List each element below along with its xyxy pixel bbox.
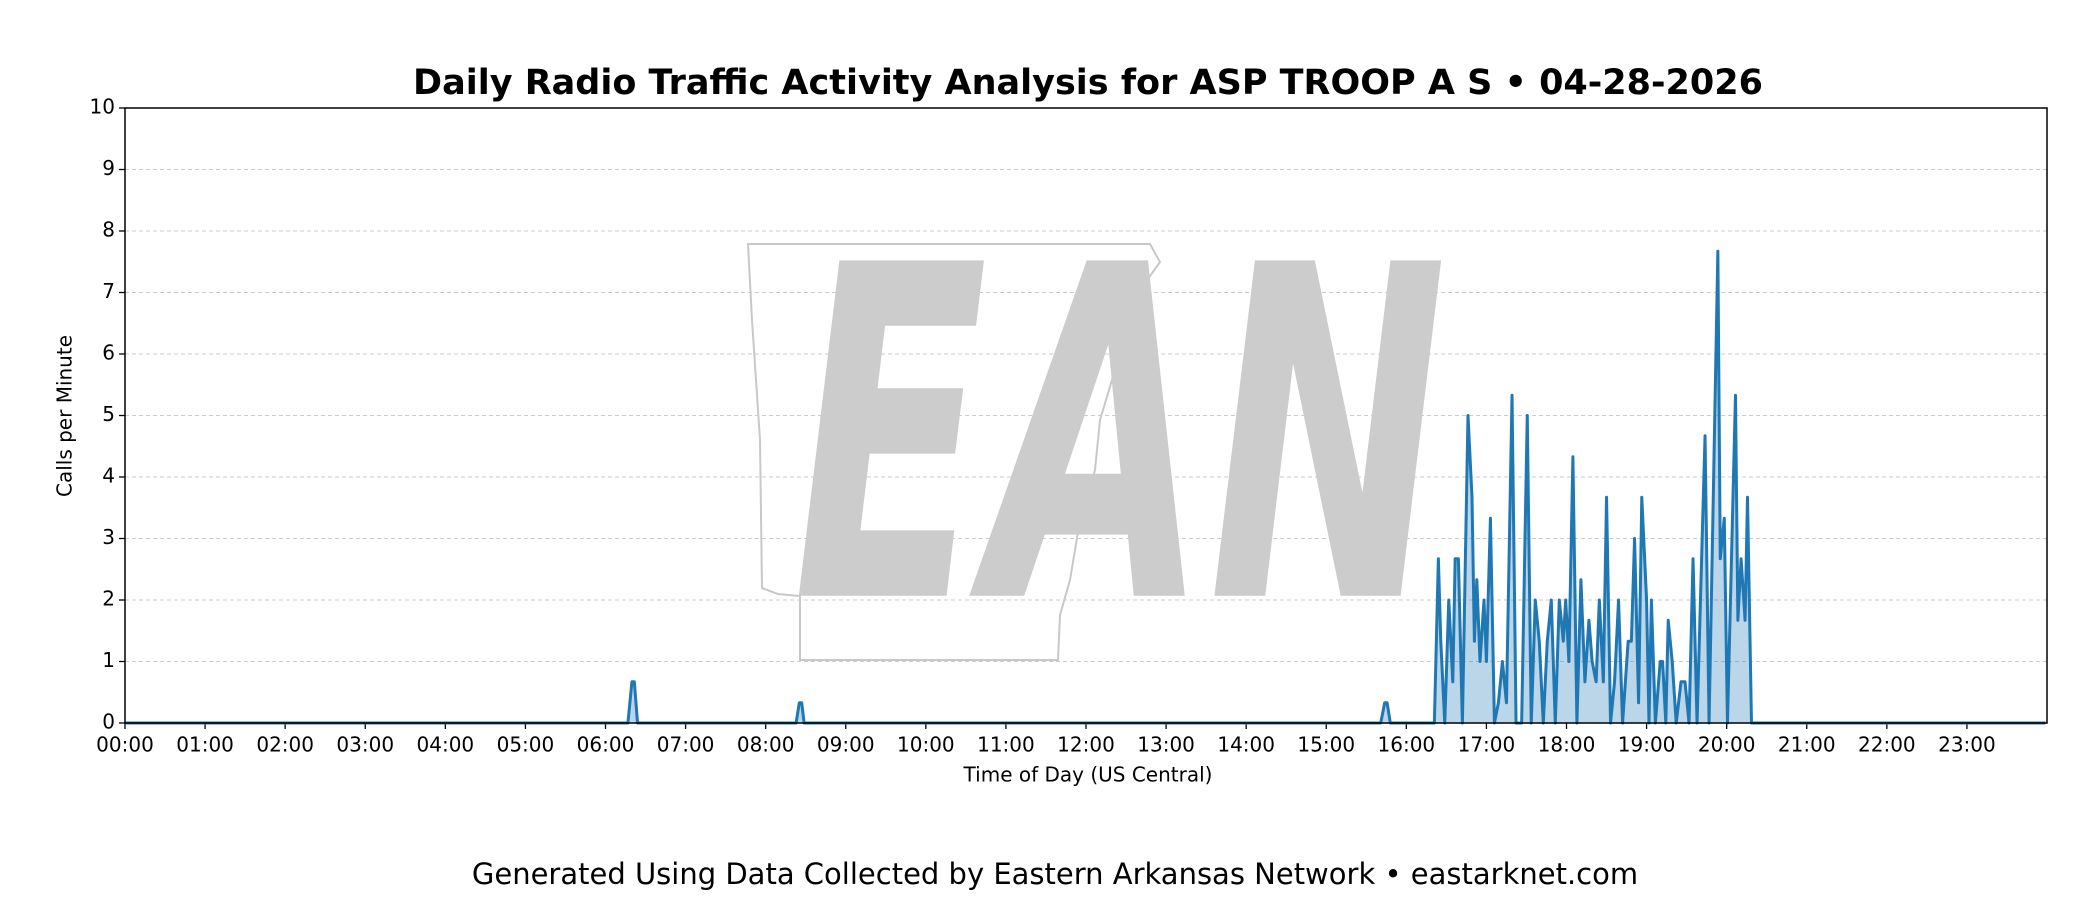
footer: Generated Using Data Collected by Easter… <box>472 857 1638 891</box>
x-tick-label: 08:00 <box>737 733 795 757</box>
x-tick-label: 05:00 <box>497 733 555 757</box>
line <box>125 249 2046 725</box>
plot-frame <box>124 107 2048 724</box>
x-tick-label: 21:00 <box>1778 733 1836 757</box>
y-tick-label: 5 <box>102 402 115 426</box>
watermark-text: EAN <box>793 170 1447 705</box>
x-tick-label: 01:00 <box>176 733 234 757</box>
watermark: EAN <box>746 170 1447 705</box>
x-tick-label: 09:00 <box>817 733 875 757</box>
x-tick-label: 12:00 <box>1057 733 1115 757</box>
chart-title: Daily Radio Traffic Activity Analysis fo… <box>413 63 1763 103</box>
x-axis-label: Time of Day (US Central) <box>963 763 1213 787</box>
x-tick-label: 18:00 <box>1538 733 1596 757</box>
x-tick-label: 23:00 <box>1938 733 1996 757</box>
x-tick-label: 17:00 <box>1458 733 1516 757</box>
x-tick-label: 04:00 <box>417 733 475 757</box>
y-tick-label: 7 <box>102 279 115 303</box>
y-tick-label: 0 <box>102 710 115 734</box>
y-tick-label: 10 <box>90 95 115 119</box>
x-tick-label: 20:00 <box>1698 733 1756 757</box>
x-tick-label: 06:00 <box>577 733 635 757</box>
y-tick-label: 9 <box>102 156 115 180</box>
x-tick-label: 19:00 <box>1618 733 1676 757</box>
x-tick-label: 02:00 <box>256 733 314 757</box>
x-tick-label: 03:00 <box>336 733 394 757</box>
x-tick-label: 22:00 <box>1858 733 1916 757</box>
y-tick-label: 8 <box>102 218 115 242</box>
x-tick-label: 13:00 <box>1137 733 1195 757</box>
y-tick-label: 6 <box>102 341 115 365</box>
x-tick-label: 00:00 <box>96 733 154 757</box>
y-tick-label: 1 <box>102 648 115 672</box>
y-tick-label: 2 <box>102 587 115 611</box>
y-tick-label: 4 <box>102 464 115 488</box>
y-tick-label: 3 <box>102 525 115 549</box>
x-tick-label: 15:00 <box>1297 733 1355 757</box>
x-tick-label: 07:00 <box>657 733 715 757</box>
state-outline <box>746 243 1162 661</box>
x-tick-label: 14:00 <box>1217 733 1275 757</box>
x-tick-label: 10:00 <box>897 733 955 757</box>
x-tick-label: 16:00 <box>1378 733 1436 757</box>
x-tick-label: 11:00 <box>977 733 1035 757</box>
y-axis-label: Calls per Minute <box>53 335 77 497</box>
